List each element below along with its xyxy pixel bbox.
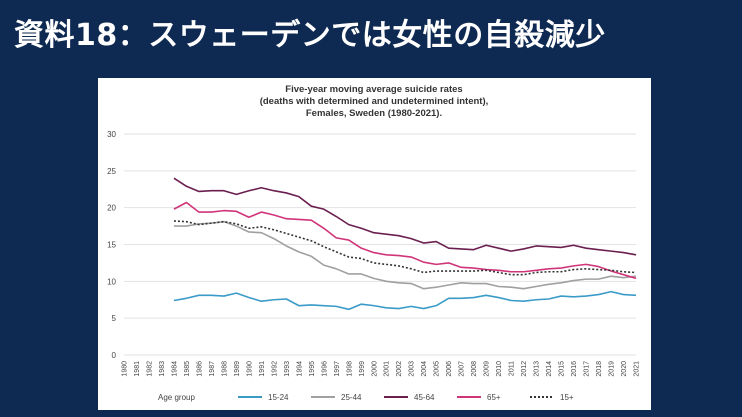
y-tick-label: 25 [107, 167, 116, 176]
x-tick-label: 2019 [609, 361, 616, 377]
x-tick-label: 1994 [296, 361, 303, 377]
y-tick-label: 10 [107, 277, 116, 286]
x-tick-label: 2015 [559, 361, 566, 377]
x-tick-label: 1999 [359, 361, 366, 377]
x-tick-label: 2009 [484, 361, 491, 377]
series-line-25-44 [173, 220, 637, 290]
x-tick-label: 1989 [234, 361, 241, 377]
x-tick-label: 1992 [271, 361, 278, 377]
x-tick-label: 1980 [122, 361, 129, 377]
chart-title-line-3: Females, Sweden (1980-2021). [306, 108, 442, 119]
x-tick-label: 1983 [159, 361, 166, 377]
x-tick-label: 1998 [346, 361, 353, 377]
chart-title-line-2: (deaths with determined and undetermined… [260, 96, 489, 107]
x-tick-label: 1985 [184, 361, 191, 377]
y-tick-label: 0 [112, 351, 117, 360]
y-tick-label: 30 [107, 130, 116, 139]
x-tick-label: 2008 [471, 361, 478, 377]
suicide-rate-chart: Five-year moving average suicide rates(d… [107, 84, 641, 402]
series-line-65+ [173, 201, 637, 280]
x-tick-label: 1991 [259, 361, 266, 377]
x-tick-label: 2013 [534, 361, 541, 377]
x-tick-label: 1995 [309, 361, 316, 377]
x-tick-label: 2003 [409, 361, 416, 377]
series-line-15-24 [173, 290, 637, 311]
x-tick-label: 1982 [146, 361, 153, 377]
x-tick-label: 1988 [221, 361, 228, 377]
x-tick-label: 2001 [384, 361, 391, 377]
x-tick-label: 2014 [546, 361, 553, 377]
x-tick-label: 2012 [521, 361, 528, 377]
y-tick-label: 20 [107, 204, 116, 213]
x-tick-label: 2002 [396, 361, 403, 377]
legend-title: Age group [158, 393, 195, 402]
x-tick-label: 1981 [134, 361, 141, 377]
legend-label-15+: 15+ [560, 393, 574, 402]
x-tick-label: 1993 [284, 361, 291, 377]
x-tick-label: 2006 [446, 361, 453, 377]
x-tick-label: 1986 [196, 361, 203, 377]
legend-label-65+: 65+ [487, 393, 501, 402]
x-tick-label: 1987 [209, 361, 216, 377]
x-tick-label: 2011 [509, 361, 516, 376]
x-tick-label: 1997 [334, 361, 341, 377]
x-tick-label: 2020 [621, 361, 628, 377]
x-tick-label: 2007 [459, 361, 466, 377]
legend-label-15-24: 15-24 [268, 393, 289, 402]
x-tick-label: 2010 [496, 361, 503, 377]
legend-label-25-44: 25-44 [341, 393, 362, 402]
x-tick-label: 2016 [571, 361, 578, 377]
x-tick-label: 1990 [246, 361, 253, 377]
x-tick-label: 2004 [421, 361, 428, 377]
legend-label-45-64: 45-64 [414, 393, 435, 402]
slide-title: 資料18：スウェーデンでは女性の自殺減少 [14, 18, 606, 53]
x-tick-label: 2005 [434, 361, 441, 377]
x-tick-label: 1984 [171, 361, 178, 377]
chart-card: Five-year moving average suicide rates (d… [98, 78, 651, 410]
x-tick-label: 2018 [596, 361, 603, 377]
series-line-45-64 [173, 177, 637, 256]
x-tick-label: 2021 [634, 361, 641, 377]
x-tick-label: 1996 [321, 361, 328, 377]
y-tick-label: 15 [107, 241, 116, 250]
x-tick-label: 2017 [584, 361, 591, 377]
x-tick-label: 2000 [371, 361, 378, 377]
y-tick-label: 5 [112, 314, 117, 323]
chart-title-line-1: Five-year moving average suicide rates [285, 84, 462, 95]
